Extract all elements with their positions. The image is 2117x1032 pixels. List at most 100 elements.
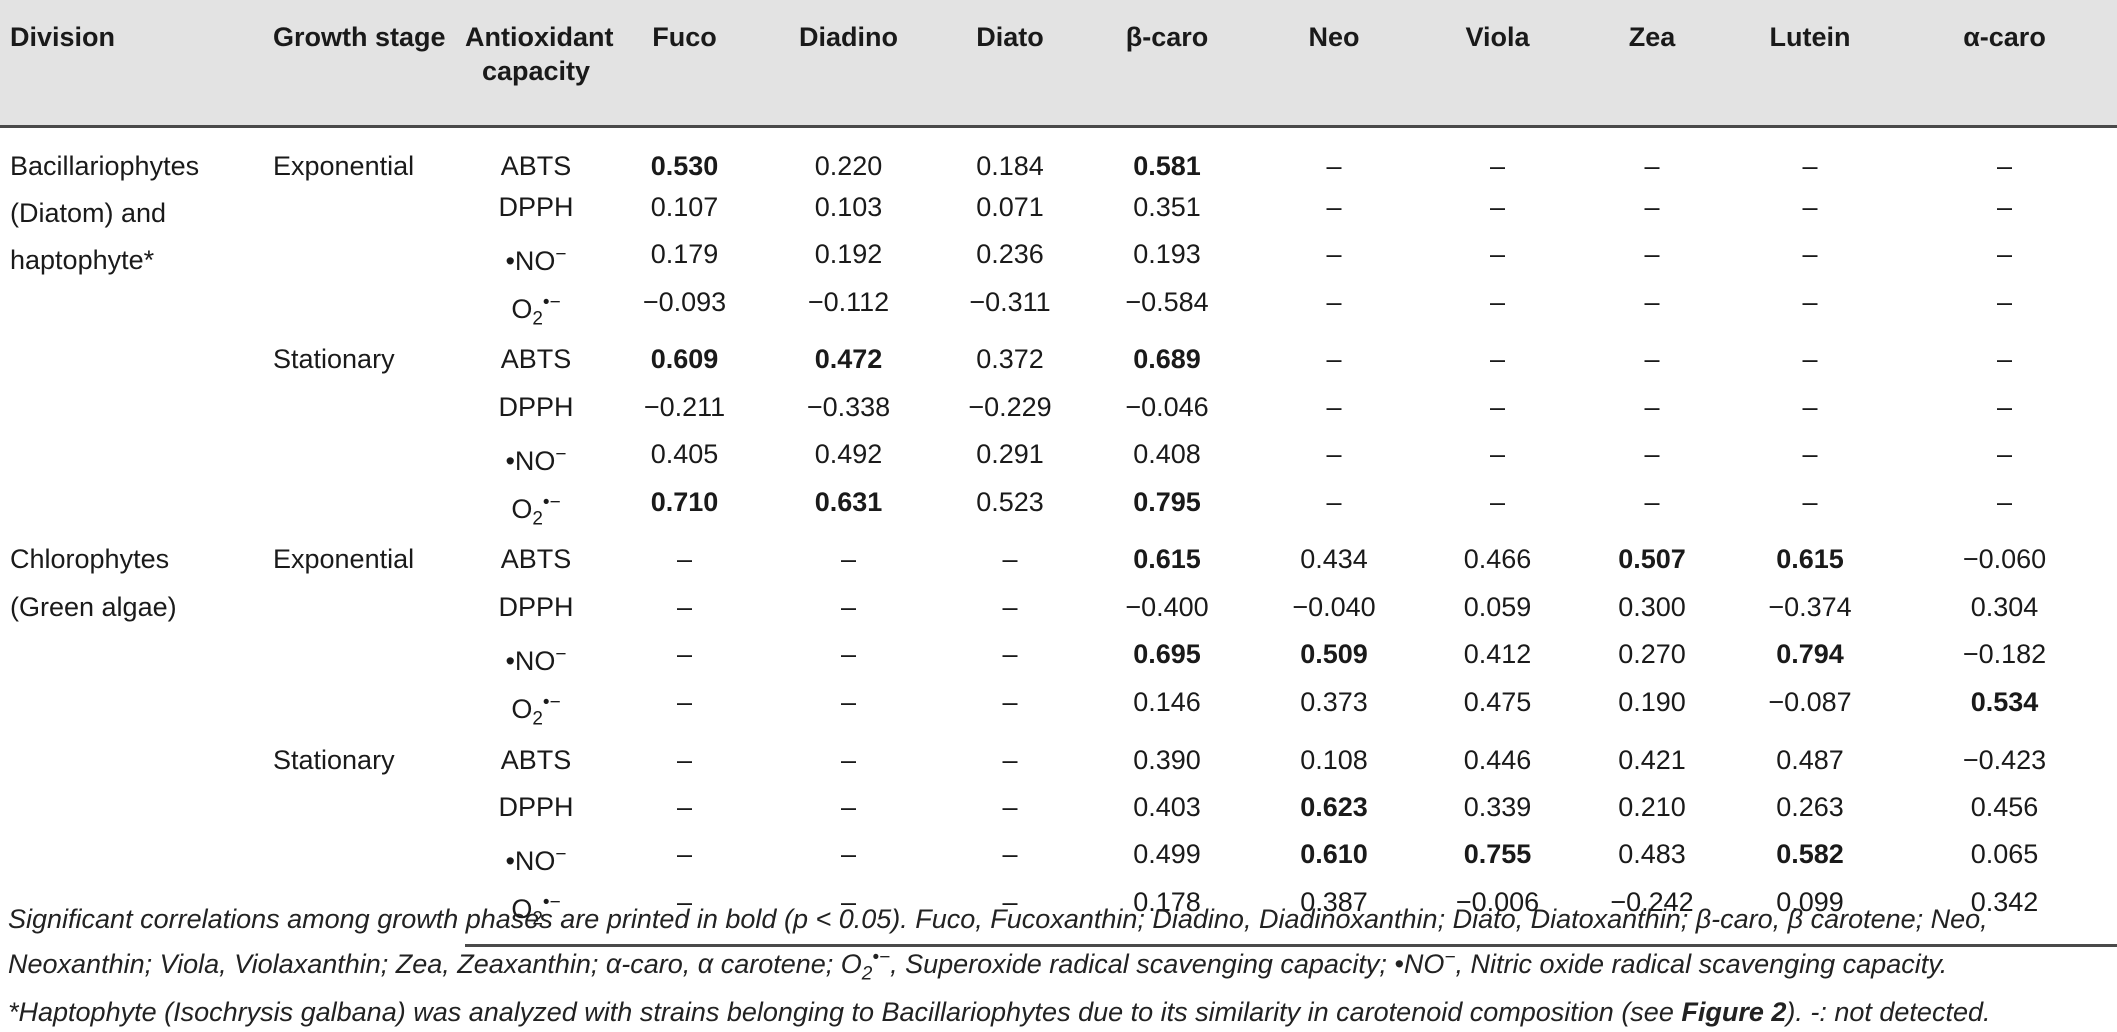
value-cell-diato: – — [935, 879, 1085, 947]
table-row: •NO− – – – 0.499 0.610 0.755 0.483 0.582 0.065 — [0, 831, 2117, 879]
value-cell-lutein: 0.263 — [1776, 792, 1844, 823]
footnote-figure-ref: Figure 2 — [1681, 997, 1787, 1028]
value-cell-diato: −0.229 — [968, 391, 1052, 422]
division-line: haptophyte* — [10, 245, 155, 276]
value-cell-lutein: – — [1802, 344, 1818, 375]
value-cell-fuco: – — [676, 839, 693, 870]
division-line: Bacillariophytes — [10, 150, 200, 181]
antioxidant-capacity-cell: DPPH — [498, 591, 574, 622]
value-cell-zea: – — [1644, 487, 1660, 518]
value-cell-alpha-caro: – — [1996, 286, 2013, 317]
table-row: Chlorophytes (Green algae) Exponential ABTS… — [0, 536, 2117, 621]
value-cell-viola: 0.466 — [1463, 544, 1532, 575]
antioxidant-capacity-cell: ABTS — [500, 344, 572, 375]
value-cell-beta-caro: 0.351 — [1133, 191, 1201, 222]
value-cell-alpha-caro: 0.065 — [1970, 839, 2039, 870]
value-cell-zea: 0.190 — [1618, 687, 1686, 718]
value-cell-viola: 0.446 — [1463, 744, 1532, 775]
value-cell-fuco: – — [607, 879, 762, 947]
antioxidant-capacity-cell: ABTS — [500, 544, 572, 575]
value-cell-neo: – — [1326, 391, 1342, 422]
value-cell-diadino: −0.338 — [806, 391, 891, 422]
value-cell-zea: 0.210 — [1618, 792, 1686, 823]
value-cell-neo: – — [1326, 238, 1342, 269]
value-cell-fuco: 0.609 — [650, 344, 719, 375]
antioxidant-capacity-cell: •NO− — [505, 243, 567, 276]
value-cell-fuco: 0.107 — [650, 191, 719, 222]
header-antioxidant-line2: capacity — [481, 56, 591, 86]
value-cell-alpha-caro: −0.423 — [1962, 744, 2047, 775]
header-pigment-fuco: Fuco — [607, 0, 762, 128]
value-cell-alpha-caro: – — [1996, 150, 2013, 181]
value-cell-fuco: 0.710 — [650, 487, 719, 518]
antioxidant-capacity-cell: •NO− — [505, 644, 567, 677]
value-cell-neo: 0.373 — [1300, 687, 1368, 718]
antioxidant-capacity-cell: ABTS — [500, 744, 572, 775]
table-row: DPPH −0.211 −0.338 −0.229 −0.046 – – – – – — [0, 384, 2117, 431]
value-cell-zea: – — [1644, 344, 1660, 375]
value-cell-lutein: 0.099 — [1728, 879, 1892, 947]
value-cell-alpha-caro: – — [1996, 344, 2013, 375]
value-cell-beta-caro: −0.584 — [1125, 286, 1209, 317]
footnote-line-3: *Haptophyte (Isochrysis galbana) was ana… — [8, 993, 2108, 1032]
value-cell-diadino: 0.492 — [814, 439, 883, 470]
value-cell-diadino: 0.631 — [814, 487, 883, 518]
value-cell-alpha-caro: −0.182 — [1962, 639, 2047, 670]
value-cell-zea: −0.242 — [1576, 879, 1728, 947]
value-cell-viola: – — [1489, 286, 1506, 317]
antioxidant-capacity-cell: O2•− — [511, 492, 561, 530]
value-cell-diadino: 0.220 — [814, 150, 883, 181]
growth-stage-cell: Exponential — [273, 544, 415, 575]
value-cell-viola: – — [1489, 487, 1506, 518]
value-cell-diato: −0.311 — [969, 286, 1051, 317]
value-cell-diadino: 0.192 — [814, 238, 883, 269]
value-cell-neo: 0.387 — [1249, 879, 1419, 947]
value-cell-viola: – — [1489, 439, 1506, 470]
value-cell-fuco: – — [676, 792, 693, 823]
value-cell-fuco: – — [676, 591, 693, 622]
antioxidant-capacity-cell: DPPH — [498, 792, 574, 823]
value-cell-beta-caro: −0.046 — [1125, 391, 1209, 422]
value-cell-diato: 0.523 — [976, 487, 1044, 518]
value-cell-diato: – — [1002, 639, 1018, 670]
value-cell-fuco: – — [676, 639, 693, 670]
value-cell-alpha-caro: – — [1996, 487, 2013, 518]
antioxidant-capacity-cell: DPPH — [498, 191, 574, 222]
antioxidant-capacity-cell: DPPH — [498, 391, 574, 422]
value-cell-viola: – — [1489, 150, 1506, 181]
value-cell-alpha-caro: – — [1996, 439, 2013, 470]
value-cell-zea: 0.483 — [1618, 839, 1686, 870]
table-row: DPPH – – – 0.403 0.623 0.339 0.210 0.263 0.456 — [0, 784, 2117, 831]
value-cell-diadino: 0.103 — [814, 191, 883, 222]
value-cell-alpha-caro: 0.342 — [1892, 879, 2117, 947]
value-cell-diato: – — [1002, 591, 1018, 622]
header-pigment-lutein: Lutein — [1728, 0, 1892, 128]
value-cell-zea: 0.270 — [1618, 639, 1686, 670]
table-row: •NO− 0.179 0.192 0.236 0.193 – – – – – — [0, 231, 2117, 279]
value-cell-viola: – — [1489, 344, 1506, 375]
value-cell-zea: – — [1644, 439, 1660, 470]
value-cell-viola: −0.006 — [1419, 879, 1576, 947]
division-line: (Diatom) and — [10, 197, 167, 228]
value-cell-diadino: – — [840, 687, 857, 718]
value-cell-viola: 0.059 — [1463, 591, 1532, 622]
value-cell-viola: 0.339 — [1463, 792, 1532, 823]
value-cell-diato: – — [1002, 792, 1018, 823]
value-cell-neo: 0.509 — [1300, 639, 1368, 670]
value-cell-alpha-caro: – — [1996, 191, 2013, 222]
value-cell-beta-caro: −0.400 — [1125, 591, 1209, 622]
division-line: Chlorophytes — [10, 544, 170, 575]
table-header: Division Growth stage Antioxidant capacit… — [0, 0, 2117, 128]
table-row: O2•− – – – 0.146 0.373 0.475 0.190 −0.087 0.534 — [0, 679, 2117, 736]
value-cell-diadino: 0.472 — [814, 344, 883, 375]
value-cell-alpha-caro: 0.534 — [1970, 687, 2039, 718]
header-pigment-alpha-caro: α-caro — [1892, 0, 2117, 128]
value-cell-diadino: – — [840, 544, 857, 575]
value-cell-lutein: – — [1802, 238, 1818, 269]
value-cell-fuco: – — [676, 687, 693, 718]
correlation-table: Division Growth stage Antioxidant capacit… — [0, 0, 2117, 947]
value-cell-lutein: – — [1802, 487, 1818, 518]
header-pigment-diato: Diato — [935, 0, 1085, 128]
table-row: Stationary ABTS 0.609 0.472 0.372 0.689 – – – – – — [0, 336, 2117, 383]
